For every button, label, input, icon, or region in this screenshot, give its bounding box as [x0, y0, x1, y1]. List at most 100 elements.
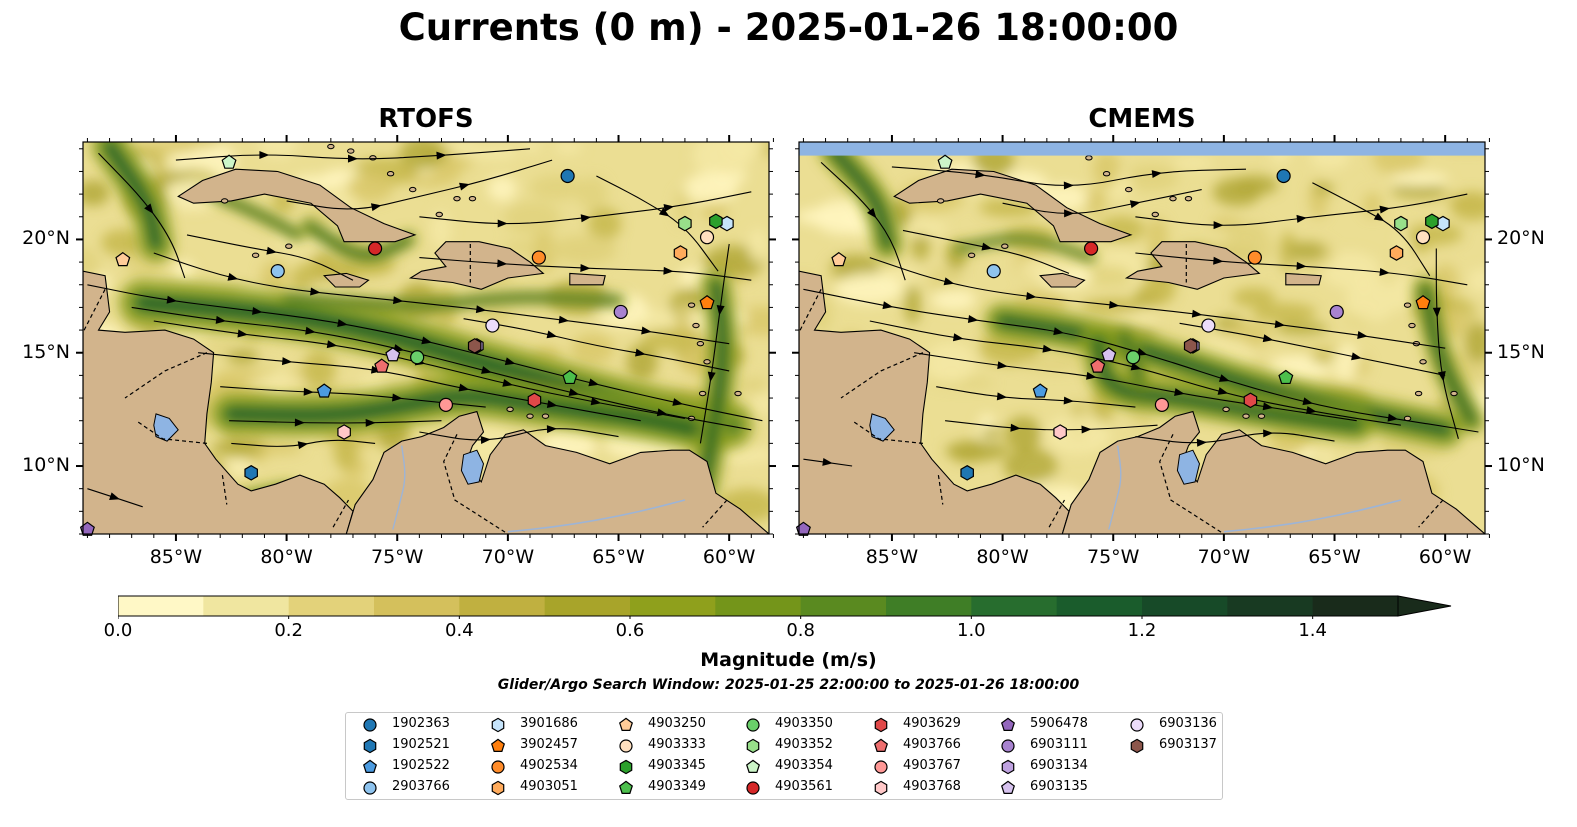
legend-marker	[619, 780, 633, 794]
flow-arrow	[707, 371, 716, 383]
flow-arrow	[568, 388, 580, 397]
flow-arrow	[1010, 423, 1021, 432]
flow-arrow	[266, 246, 277, 255]
float-marker-6903135	[385, 347, 401, 362]
flow-arrow	[558, 315, 570, 324]
legend-label: 4903349	[648, 779, 706, 794]
float-marker-1902363	[560, 168, 575, 184]
float-marker-4903349	[1278, 369, 1294, 385]
flow-arrow	[867, 207, 877, 219]
colorbar-tick-label: 1.2	[1127, 620, 1157, 641]
float-marker-4903354	[937, 154, 953, 169]
country-borders	[799, 244, 1444, 534]
float-marker-1902522	[1032, 383, 1048, 398]
hexagon-marker-icon	[1001, 759, 1015, 775]
legend-label: 1902522	[392, 758, 450, 773]
hexagon-marker-icon	[746, 738, 760, 754]
colorbar-label: Magnitude (m/s)	[700, 649, 877, 671]
map-ticks	[792, 135, 1492, 541]
legend-marker	[363, 781, 377, 795]
colorbar-segment	[203, 596, 290, 616]
flow-arrow	[663, 203, 675, 212]
flow-arrow	[281, 357, 293, 366]
flow-arrow	[1109, 300, 1120, 309]
flow-arrow	[1379, 205, 1390, 214]
colorbar-segment	[886, 596, 972, 616]
flow-arrow	[1151, 170, 1163, 179]
flow-arrow	[1217, 387, 1229, 395]
float-marker-4903250	[831, 251, 847, 267]
colorbar-segment	[630, 596, 716, 616]
legend-marker	[746, 718, 760, 732]
legend-marker	[619, 759, 633, 775]
colorbar-segment	[118, 596, 204, 616]
float-marker-1902521	[960, 464, 974, 481]
flow-arrow	[393, 296, 404, 305]
colorbar-segment	[800, 596, 887, 616]
panel-title-cmems: CMEMS	[1088, 104, 1196, 134]
flow-arrow	[421, 336, 432, 345]
lon-tick-label: 60°W	[702, 546, 756, 568]
flow-arrow	[658, 207, 670, 217]
flow-arrow	[580, 264, 591, 272]
legend-marker	[1001, 739, 1015, 753]
flow-arrow	[580, 214, 592, 223]
legend-label: 4903333	[648, 737, 706, 752]
float-marker-4903333	[1415, 230, 1431, 245]
flow-arrow	[546, 425, 557, 434]
streamline	[869, 257, 1446, 349]
legend-label: 5906478	[1030, 716, 1088, 731]
legend-label: 3902457	[520, 737, 578, 752]
circle-marker-icon	[1001, 739, 1015, 753]
flow-arrow	[952, 333, 964, 342]
flow-arrow	[259, 150, 270, 159]
flow-arrow	[546, 400, 558, 408]
lon-tick-label: 75°W	[1086, 546, 1140, 568]
flow-arrow	[943, 277, 955, 286]
lon-tick-label: 70°W	[481, 546, 535, 568]
flow-arrow	[1437, 370, 1446, 382]
flow-arrow	[588, 378, 600, 387]
colorbar-extend-arrow	[1397, 595, 1452, 617]
colorbar	[117, 595, 1453, 623]
circle-marker-icon	[874, 760, 888, 774]
legend-marker	[1130, 738, 1144, 754]
colorbar-segment	[459, 596, 546, 616]
land	[83, 168, 769, 534]
flow-arrow	[365, 418, 376, 427]
lon-tick-label: 85°W	[149, 546, 203, 568]
streamline	[286, 159, 553, 210]
flow-arrow	[882, 301, 894, 310]
flow-arrow	[326, 340, 338, 349]
search-window-text: Glider/Argo Search Window: 2025-01-25 22…	[497, 677, 1080, 693]
lon-tick-label: 65°W	[592, 546, 645, 568]
streamline	[463, 318, 730, 372]
legend-label: 4903767	[903, 758, 961, 773]
flow-arrow	[641, 326, 652, 335]
flow-arrow	[546, 330, 558, 339]
flow-arrow	[1053, 327, 1064, 336]
float-marker-4903629	[1243, 392, 1258, 409]
lon-tick-label: 75°W	[370, 546, 424, 568]
legend-marker	[746, 781, 760, 795]
legend-label: 4903350	[775, 716, 833, 731]
legend-label: 4903345	[648, 758, 706, 773]
colorbar-segment	[1227, 596, 1314, 616]
streamline	[131, 306, 752, 431]
flow-arrow	[967, 315, 979, 323]
flow-arrow	[1136, 348, 1148, 356]
lon-tick-label: 60°W	[1418, 546, 1472, 568]
colorbar-tick-label: 0.2	[274, 620, 303, 641]
flow-arrow	[716, 305, 725, 316]
colorbar-tick-label: 0.6	[615, 620, 645, 641]
flow-arrow	[1218, 374, 1230, 382]
lon-tick-label: 65°W	[1308, 546, 1361, 568]
flow-arrow	[504, 357, 516, 366]
small-islands	[220, 143, 742, 422]
flow-arrow	[294, 418, 305, 427]
flow-arrow	[459, 182, 470, 191]
colorbar-segment	[715, 596, 802, 616]
flow-arrow	[237, 329, 248, 338]
colorbar-tick-label: 1.0	[957, 620, 986, 641]
float-marker-4903561	[368, 241, 383, 256]
